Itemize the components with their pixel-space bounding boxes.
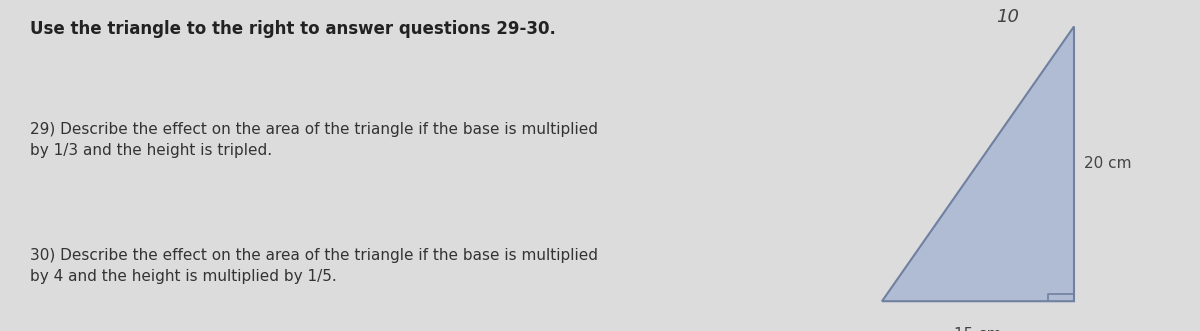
Text: Use the triangle to the right to answer questions 29-30.: Use the triangle to the right to answer … (30, 20, 556, 38)
Text: 15 cm: 15 cm (954, 327, 1002, 331)
Text: 30) Describe the effect on the area of the triangle if the base is multiplied
by: 30) Describe the effect on the area of t… (30, 248, 598, 284)
Text: 10: 10 (996, 9, 1019, 26)
Text: 29) Describe the effect on the area of the triangle if the base is multiplied
by: 29) Describe the effect on the area of t… (30, 122, 598, 159)
Polygon shape (882, 26, 1074, 301)
Text: 20 cm: 20 cm (1084, 156, 1132, 171)
